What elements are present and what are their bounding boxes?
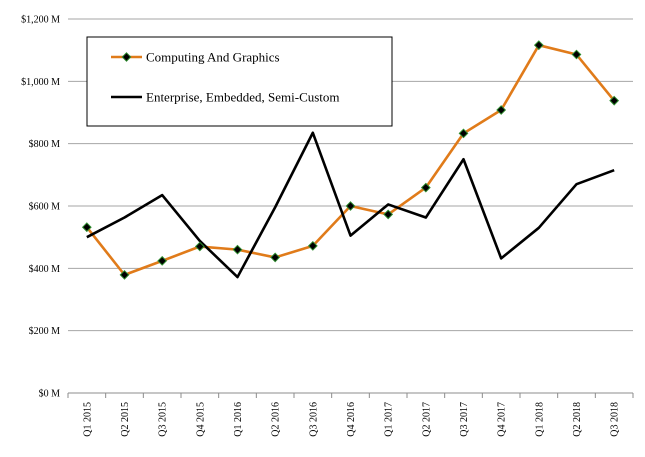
y-tick-label: $200 M	[29, 326, 61, 337]
data-point-marker	[496, 105, 507, 115]
x-tick-label: Q3 2015	[158, 402, 169, 437]
data-point-marker	[81, 222, 92, 233]
x-tick-label: Q1 2017	[384, 402, 395, 437]
data-point-marker	[345, 201, 356, 211]
series-markers	[81, 40, 620, 280]
y-tick-label: $400 M	[29, 264, 61, 275]
series-line-enterprise-embedded-semi-custom	[86, 131, 615, 279]
legend: Computing And Graphics Enterprise, Embedd…	[86, 36, 393, 127]
x-tick-label: Q3 2016	[308, 402, 319, 437]
y-axis-ticks: $0 M $200 M $400 M $600 M $800 M $1,000 M $1,2…	[21, 15, 60, 400]
x-axis-ticks: Q1 2015 Q2 2015 Q3 2015 Q4 2015 Q1 2016 Q2 20…	[67, 393, 634, 437]
legend-label: Enterprise, Embedded, Semi-Custom	[146, 90, 340, 105]
data-point-marker	[307, 240, 318, 251]
data-point-marker	[420, 182, 431, 193]
data-point-marker	[609, 95, 620, 106]
y-tick-label: $0 M	[39, 389, 61, 400]
x-tick-label: Q4 2015	[195, 402, 206, 437]
x-tick-label: Q1 2016	[233, 402, 244, 437]
x-tick-label: Q2 2017	[421, 402, 432, 437]
data-point-marker	[571, 49, 582, 60]
y-tick-label: $800 M	[29, 139, 61, 150]
data-point-marker	[119, 269, 130, 280]
x-tick-label: Q4 2017	[497, 402, 508, 437]
y-tick-label: $600 M	[29, 202, 61, 213]
data-point-marker	[458, 128, 469, 139]
data-point-marker	[383, 209, 394, 220]
x-tick-label: Q2 2018	[572, 402, 583, 437]
x-tick-label: Q3 2018	[610, 402, 621, 437]
x-tick-label: Q2 2015	[120, 402, 131, 437]
legend-label: Computing And Graphics	[146, 50, 280, 65]
data-point-marker	[533, 40, 544, 51]
x-tick-label: Q3 2017	[459, 402, 470, 437]
y-tick-label: $1,000 M	[21, 77, 60, 88]
data-point-marker	[232, 244, 243, 255]
data-point-marker	[270, 252, 281, 263]
y-tick-label: $1,200 M	[21, 15, 60, 26]
x-tick-label: Q2 2016	[271, 402, 282, 437]
x-tick-label: Q1 2015	[82, 402, 93, 437]
legend-marker	[121, 52, 132, 62]
legend-box	[86, 36, 393, 127]
x-tick-label: Q1 2018	[534, 402, 545, 437]
data-point-marker	[157, 255, 168, 266]
x-tick-label: Q4 2016	[346, 402, 357, 437]
data-point-marker	[194, 241, 205, 252]
